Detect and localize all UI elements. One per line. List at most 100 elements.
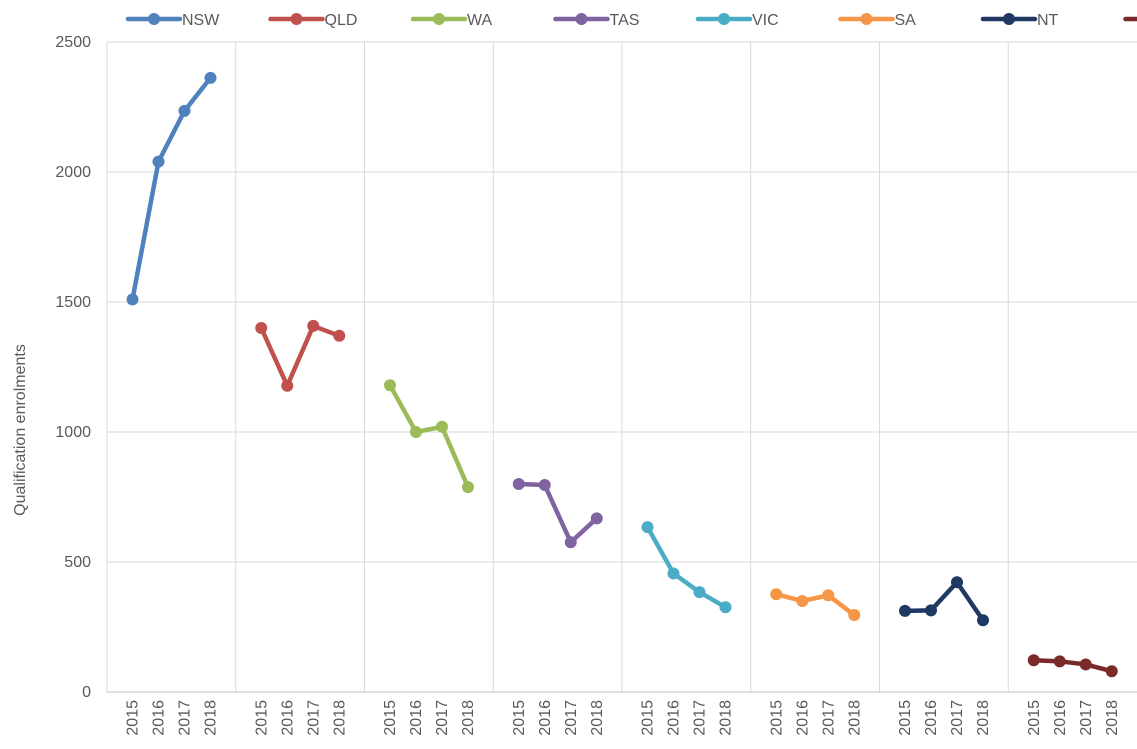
x-tick-label: 2018 bbox=[846, 700, 863, 736]
data-point-tas-2016 bbox=[538, 479, 551, 492]
data-point-vic-2016 bbox=[667, 567, 680, 580]
legend-label: NSW bbox=[182, 12, 220, 29]
data-point-act-2015 bbox=[1027, 654, 1040, 667]
data-point-nt-2018 bbox=[977, 614, 989, 627]
legend-item-sa: SA bbox=[838, 12, 917, 29]
data-point-wa-2017 bbox=[436, 420, 448, 433]
series-nsw bbox=[126, 71, 217, 306]
legend-item-nsw: NSW bbox=[125, 12, 220, 29]
series-tas bbox=[512, 478, 603, 549]
x-tick-label: 2018 bbox=[718, 700, 735, 736]
x-tick-label: 2016 bbox=[279, 700, 296, 736]
y-tick-label: 1000 bbox=[55, 424, 91, 441]
data-point-act-2018 bbox=[1105, 665, 1118, 678]
x-tick-label: 2017 bbox=[820, 700, 837, 736]
series-line-nt bbox=[902, 580, 986, 623]
x-tick-label: 2018 bbox=[975, 700, 992, 736]
series-sa bbox=[770, 588, 861, 622]
x-tick-label: 2018 bbox=[203, 700, 220, 736]
data-point-nsw-2016 bbox=[152, 155, 165, 168]
data-point-tas-2017 bbox=[564, 536, 577, 549]
x-tick-label: 2015 bbox=[253, 700, 270, 736]
data-point-sa-2016 bbox=[796, 595, 809, 607]
x-tick-label: 2015 bbox=[768, 700, 785, 736]
series-wa bbox=[384, 379, 474, 494]
x-tick-label: 2017 bbox=[949, 700, 966, 736]
x-tick-label: 2016 bbox=[537, 700, 554, 736]
legend: NSW QLD WA TAS VIC SA NT ACT bbox=[125, 12, 1137, 29]
legend-marker bbox=[290, 13, 303, 25]
data-point-wa-2018 bbox=[462, 481, 474, 494]
x-tick-label: 2016 bbox=[408, 700, 425, 736]
series-line-sa bbox=[774, 591, 857, 618]
legend-label: NT bbox=[1037, 12, 1059, 29]
data-point-vic-2018 bbox=[719, 601, 732, 614]
legend-label: WA bbox=[467, 12, 493, 29]
legend-item-tas: TAS bbox=[553, 12, 640, 29]
x-tick-label: 2017 bbox=[434, 700, 451, 736]
y-tick-label: 0 bbox=[82, 684, 91, 701]
x-tick-label: 2015 bbox=[511, 700, 528, 736]
legend-marker bbox=[148, 13, 160, 25]
legend-item-qld: QLD bbox=[268, 12, 358, 29]
series-line-tas bbox=[516, 481, 599, 545]
x-tick-label: 2016 bbox=[923, 700, 940, 736]
x-tick-label: 2015 bbox=[382, 700, 399, 736]
legend-marker bbox=[433, 13, 445, 25]
y-axis-title: Qualification enrolments bbox=[12, 344, 29, 516]
data-point-nsw-2015 bbox=[126, 293, 139, 306]
legend-item-nt: NT bbox=[980, 12, 1059, 29]
series-line-act bbox=[1031, 658, 1114, 674]
data-point-qld-2017 bbox=[307, 319, 320, 332]
legend-item-vic: VIC bbox=[695, 12, 779, 29]
legend-marker bbox=[860, 13, 873, 25]
x-tick-label: 2018 bbox=[1104, 700, 1121, 736]
x-tick-label: 2016 bbox=[794, 700, 811, 736]
data-point-act-2016 bbox=[1053, 655, 1066, 668]
gridlines bbox=[106, 41, 1137, 693]
data-point-qld-2015 bbox=[255, 322, 268, 334]
series-act bbox=[1027, 654, 1118, 678]
series-line-vic bbox=[645, 524, 728, 610]
x-tick-label: 2018 bbox=[589, 700, 606, 736]
data-point-act-2017 bbox=[1079, 658, 1092, 671]
series-nt bbox=[899, 576, 989, 627]
y-axis-ticks: 0 500 1000 1500 2000 2500 bbox=[55, 34, 91, 701]
y-tick-label: 2500 bbox=[55, 34, 91, 51]
data-point-tas-2015 bbox=[512, 478, 525, 490]
data-point-sa-2018 bbox=[848, 609, 861, 622]
x-tick-label: 2015 bbox=[125, 700, 142, 736]
data-point-nt-2016 bbox=[925, 604, 937, 617]
data-point-sa-2015 bbox=[770, 588, 783, 601]
data-point-nsw-2017 bbox=[178, 104, 191, 117]
data-point-sa-2017 bbox=[822, 589, 835, 602]
data-point-wa-2016 bbox=[410, 426, 422, 438]
x-tick-label: 2015 bbox=[1026, 700, 1043, 736]
legend-item-act: ACT bbox=[1123, 16, 1137, 22]
legend-label: QLD bbox=[325, 12, 358, 29]
x-tick-label: 2018 bbox=[460, 700, 477, 736]
x-tick-label: 2017 bbox=[305, 700, 322, 736]
x-tick-label: 2017 bbox=[563, 700, 580, 736]
series-lines bbox=[126, 71, 1118, 678]
x-tick-label: 2015 bbox=[640, 700, 657, 736]
data-point-vic-2017 bbox=[693, 586, 706, 599]
legend-label: VIC bbox=[752, 12, 779, 29]
series-line-nsw bbox=[130, 75, 213, 302]
legend-marker bbox=[718, 13, 730, 25]
legend-marker bbox=[1003, 13, 1015, 25]
y-tick-label: 2000 bbox=[55, 164, 91, 181]
data-point-nt-2015 bbox=[899, 604, 911, 617]
series-qld bbox=[255, 319, 346, 392]
x-tick-label: 2017 bbox=[1078, 700, 1095, 736]
series-line-wa bbox=[387, 382, 471, 490]
data-point-qld-2016 bbox=[281, 379, 294, 392]
legend-label: SA bbox=[895, 12, 917, 29]
x-axis-ticks: 2015 2016 2017 2018 2015 2016 2017 2018 2015 2016… bbox=[125, 700, 1121, 736]
x-tick-label: 2017 bbox=[177, 700, 194, 736]
data-point-qld-2018 bbox=[333, 329, 346, 342]
legend-label: TAS bbox=[610, 12, 640, 29]
y-tick-label: 1500 bbox=[55, 294, 91, 311]
x-tick-label: 2016 bbox=[151, 700, 168, 736]
